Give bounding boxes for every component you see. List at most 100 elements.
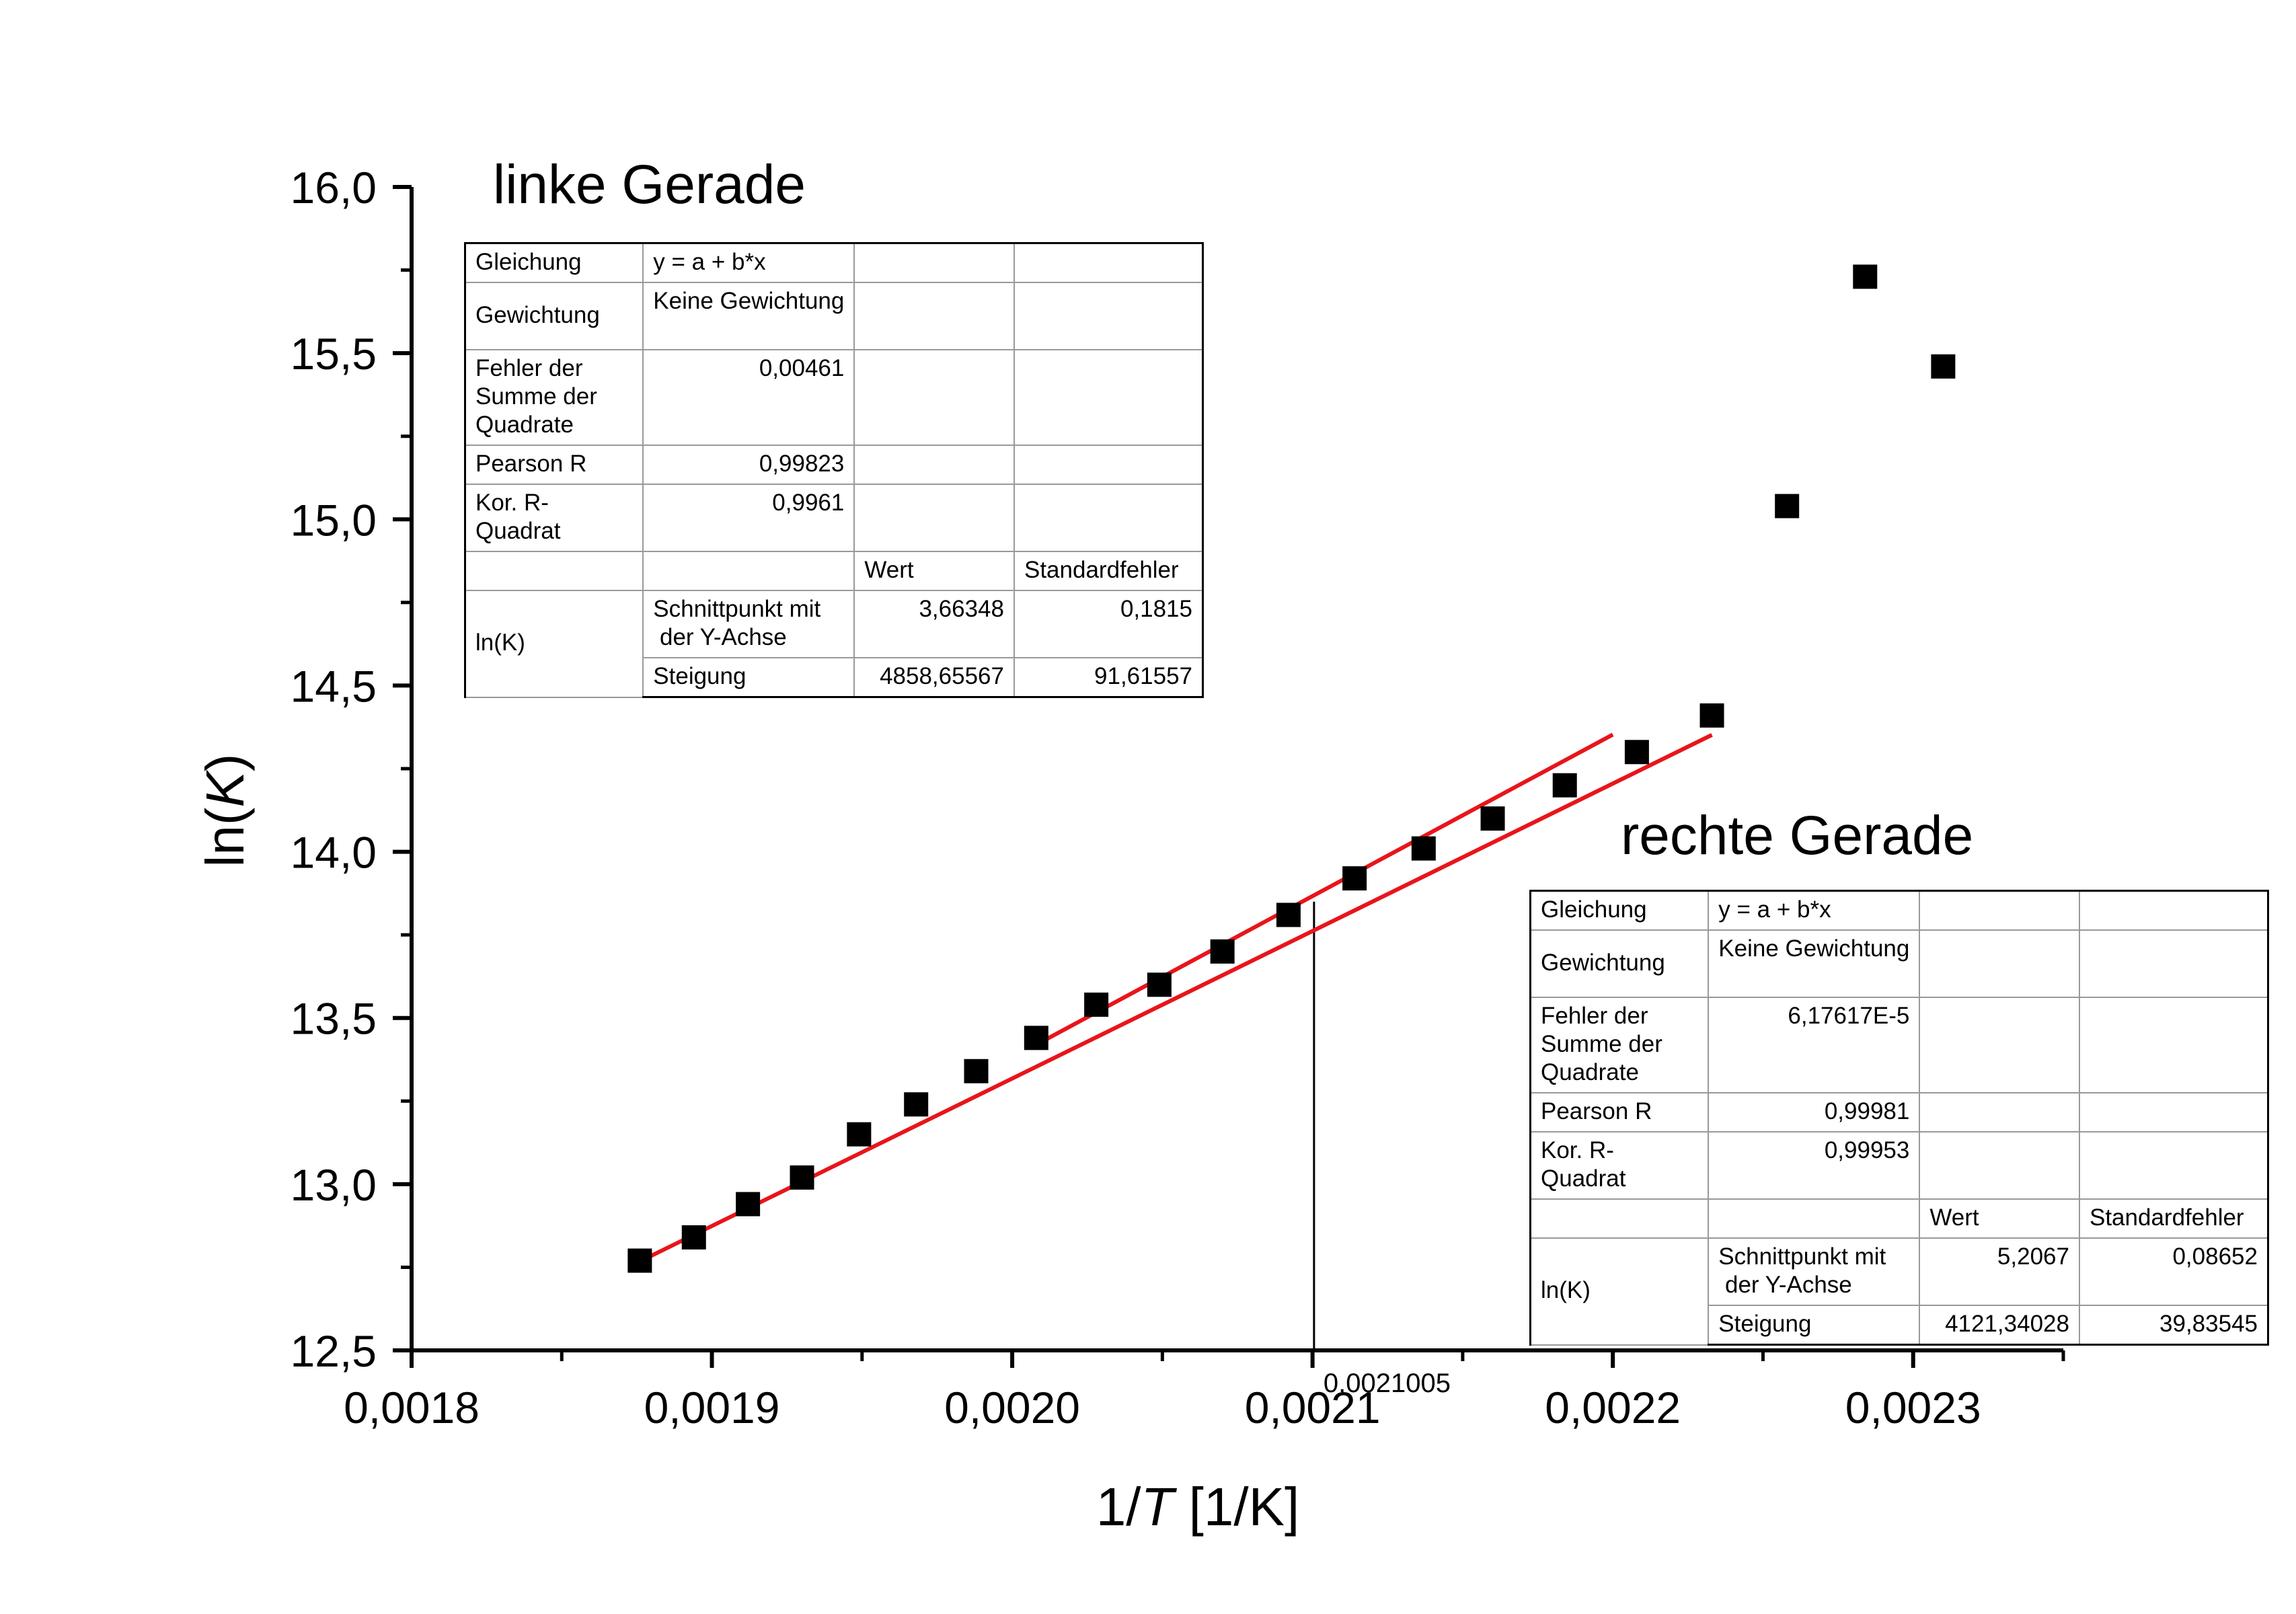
row-header: Wert Standardfehler: [1529, 1198, 2269, 1239]
row-steigung: Steigung 4858,65567 91,61557: [465, 657, 1204, 698]
col-header-wert: Wert: [853, 551, 1015, 591]
data-markers: [627, 264, 1956, 1273]
row-fehler: Fehler der Summe der Quadrate 0,00461: [464, 349, 1204, 446]
cell-empty: [2078, 929, 2269, 998]
left-table-title: linke Gerade: [493, 154, 806, 215]
cell-empty: [2078, 1092, 2269, 1132]
cell-empty: [642, 551, 855, 591]
fit-line: [1035, 732, 1614, 1047]
row-pearson: Pearson R 0,99823: [464, 445, 1204, 485]
row-korr: Kor. R-Quadrat 0,99953: [1529, 1131, 2269, 1200]
cell-empty: [853, 242, 1015, 283]
left-stats-table: Gleichung y = a + b*x Gewichtung Keine G…: [464, 242, 1204, 698]
data-point: [1552, 773, 1577, 798]
data-point: [964, 1059, 989, 1083]
cell-value: 0,99953: [1708, 1131, 1921, 1200]
cell-empty: [1919, 890, 2080, 931]
data-point: [904, 1092, 929, 1117]
cell-value: y = a + b*x: [642, 242, 855, 283]
data-point: [1084, 992, 1109, 1017]
cell-error: 91,61557: [1013, 657, 1204, 698]
row-korr: Kor. R-Quadrat 0,9961: [464, 484, 1204, 552]
row-gleichung: Gleichung y = a + b*x: [464, 242, 1204, 283]
cell-label: Kor. R-Quadrat: [464, 484, 644, 552]
x-tick-label: 0,0021: [1245, 1383, 1381, 1432]
cell-empty: [1919, 997, 2080, 1093]
x-axis-label: 1/T [1/K]: [1096, 1477, 1299, 1537]
cell-value: 0,9961: [642, 484, 855, 552]
cell-value: y = a + b*x: [1708, 890, 1921, 931]
col-header-standardfehler: Standardfehler: [2078, 1198, 2269, 1239]
data-point: [1411, 836, 1436, 861]
cell-value: 3,66348: [853, 590, 1015, 658]
group-label: ln(K): [1529, 1237, 1710, 1346]
data-point: [736, 1192, 761, 1217]
cell-empty: [2078, 997, 2269, 1093]
cell-empty: [853, 484, 1015, 552]
cell-empty: [1013, 484, 1204, 552]
row-schnittpunkt: ln(K) Schnittpunkt mit der Y-Achse 3,663…: [464, 590, 1204, 698]
y-tick-label: 12,5: [291, 1326, 377, 1376]
row-gleichung: Gleichung y = a + b*x: [1529, 890, 2269, 931]
cell-empty: [1919, 1131, 2080, 1200]
cell-value: 0,99823: [642, 445, 855, 485]
col-header-standardfehler: Standardfehler: [1013, 551, 1204, 591]
y-tick-label: 15,5: [291, 329, 377, 379]
data-point: [1342, 866, 1367, 891]
data-point: [681, 1225, 706, 1250]
data-point: [1624, 740, 1649, 765]
fit-line: [639, 733, 1713, 1264]
data-point: [1699, 703, 1724, 728]
cell-label: Pearson R: [464, 445, 644, 485]
cell-value: 4121,34028: [1919, 1305, 2080, 1346]
cell-empty: [1013, 282, 1204, 350]
cell-value: 0,00461: [642, 349, 855, 446]
data-point: [1276, 902, 1301, 927]
cell-label: Gewichtung: [1529, 929, 1710, 998]
data-point: [1775, 494, 1800, 518]
cell-label: Fehler der Summe der Quadrate: [1529, 997, 1710, 1093]
data-point: [627, 1248, 652, 1273]
cell-empty: [1013, 445, 1204, 485]
cell-empty: [1529, 1198, 1710, 1239]
data-point: [1480, 806, 1505, 831]
data-point: [1024, 1026, 1048, 1050]
cell-empty: [1708, 1198, 1921, 1239]
y-tick-label: 16,0: [291, 163, 377, 213]
cell-label: Gewichtung: [464, 282, 644, 350]
marker-line-label: 0,0021005: [1324, 1369, 1451, 1398]
x-tick-label: 0,0022: [1545, 1383, 1681, 1432]
cell-error: 0,1815: [1013, 590, 1204, 658]
x-tick-label: 0,0020: [944, 1383, 1080, 1432]
cell-empty: [1013, 242, 1204, 283]
row-pearson: Pearson R 0,99981: [1529, 1092, 2269, 1132]
cell-value: Keine Gewichtung: [1708, 929, 1921, 998]
cell-label: Schnittpunkt mit der Y-Achse: [642, 590, 855, 658]
cell-label: Steigung: [642, 657, 855, 698]
data-point: [847, 1122, 872, 1147]
y-axis-label: ln(K): [195, 754, 255, 868]
cell-label: Gleichung: [464, 242, 644, 283]
cell-empty: [1919, 929, 2080, 998]
data-point: [1147, 972, 1172, 997]
row-fehler: Fehler der Summe der Quadrate 6,17617E-5: [1529, 997, 2269, 1093]
cell-label: Gleichung: [1529, 890, 1710, 931]
y-tick-label: 14,0: [291, 828, 377, 878]
cell-empty: [464, 551, 644, 591]
y-tick-label: 14,5: [291, 661, 377, 711]
y-tick-label: 13,5: [291, 994, 377, 1044]
cell-empty: [853, 349, 1015, 446]
row-gewichtung: Gewichtung Keine Gewichtung: [464, 282, 1204, 350]
cell-value: Keine Gewichtung: [642, 282, 855, 350]
cell-empty: [1013, 349, 1204, 446]
cell-value: 0,99981: [1708, 1092, 1921, 1132]
data-point: [1853, 264, 1878, 289]
cell-error: 39,83545: [2078, 1305, 2269, 1346]
y-tick-label: 15,0: [291, 495, 377, 545]
axes: 12,5 13,0 13,5 14,0 14,5 15,0 15,5 16,0 0,0018 0,…: [291, 163, 2065, 1432]
group-label: ln(K): [464, 590, 644, 698]
cell-empty: [2078, 890, 2269, 931]
data-point: [790, 1165, 814, 1190]
right-table-title: rechte Gerade: [1621, 805, 1974, 866]
